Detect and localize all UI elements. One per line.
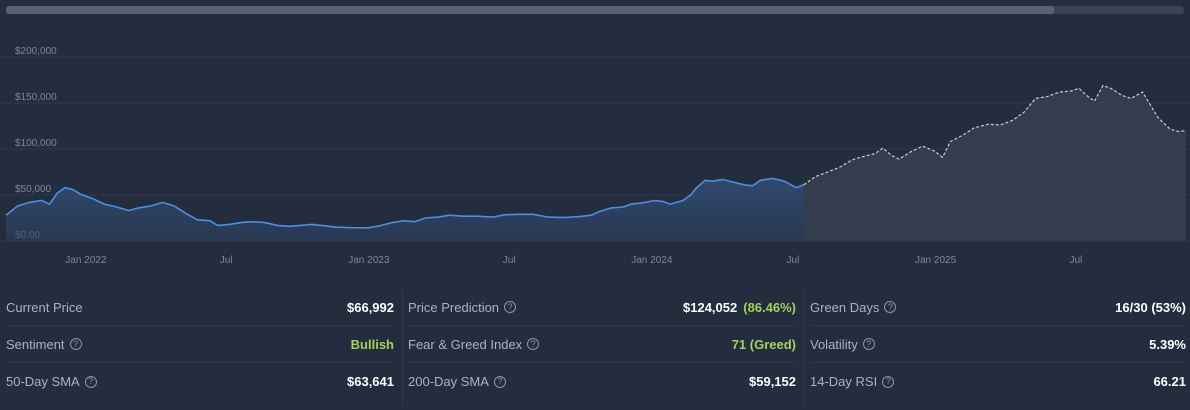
help-icon[interactable]: ? [527, 338, 540, 350]
stat-label-text: Price Prediction [408, 299, 500, 315]
stat-green-days: Green Days? 16/30 (53%) [810, 289, 1186, 326]
stat-volatility: Volatility? 5.39% [810, 326, 1186, 363]
stat-label-text: Sentiment [6, 336, 65, 352]
column-divider [804, 289, 805, 406]
stat-label: 50-Day SMA? [6, 374, 97, 389]
historical-price-line [5, 177, 805, 229]
stat-label-text: Current Price [6, 299, 83, 315]
help-icon[interactable]: ? [882, 375, 895, 388]
chart-range-scrollbar-thumb[interactable] [6, 6, 1054, 14]
chart-range-scrollbar[interactable] [6, 6, 1184, 14]
help-icon[interactable]: ? [69, 338, 82, 350]
stat-label: 14-Day RSI? [810, 374, 895, 389]
column-divider [402, 289, 403, 406]
stat-value: $66,992 [347, 299, 394, 315]
stat-fear-greed-index: Fear & Greed Index? 71 (Greed) [408, 326, 796, 363]
prediction-price-line [803, 84, 1187, 186]
stat-label-text: 200-Day SMA [408, 374, 489, 389]
stats-column-2: Price Prediction? $124,052 (86.46%) Fear … [402, 289, 804, 406]
prediction-price-area [803, 85, 1186, 241]
x-tick-label: Jan 2023 [348, 255, 390, 266]
x-tick-label: Jan 2024 [631, 255, 673, 266]
y-tick-label: $150,000 [15, 92, 57, 103]
stat-value: $63,641 [347, 374, 394, 389]
stat-label: Green Days? [810, 299, 897, 315]
stat-value: 5.39% [1149, 336, 1186, 352]
stat-value: 66.21 [1153, 374, 1186, 389]
prediction-value: $124,052 [683, 299, 738, 315]
stats-panel: Current Price $66,992 Sentiment? Bullish… [0, 289, 1190, 406]
stat-value: $124,052 (86.46%) [683, 300, 796, 315]
stat-value: $59,152 [749, 374, 796, 389]
help-icon[interactable]: ? [493, 375, 506, 388]
stat-14-day-rsi: 14-Day RSI? 66.21 [810, 363, 1186, 400]
stat-label-text: 14-Day RSI [810, 374, 878, 389]
stat-label: 200-Day SMA? [408, 374, 506, 389]
help-icon[interactable]: ? [84, 375, 97, 388]
stat-label-text: Fear & Greed Index [408, 336, 523, 352]
stats-column-3: Green Days? 16/30 (53%) Volatility? 5.39… [804, 289, 1190, 406]
stat-200-day-sma: 200-Day SMA? $59,152 [408, 363, 796, 400]
stat-value: 71 (Greed) [731, 336, 796, 352]
x-tick-label: Jan 2025 [915, 255, 957, 266]
stat-label: Current Price [6, 300, 83, 315]
x-tick-label: Jul [503, 255, 516, 266]
x-tick-label: Jan 2022 [65, 255, 107, 266]
stat-label: Fear & Greed Index? [408, 336, 540, 352]
stat-value: 16/30 (53%) [1115, 299, 1186, 315]
y-tick-label: $100,000 [15, 138, 57, 149]
price-chart: $0.00$50,000$100,000$150,000$200,000Jan … [0, 46, 1190, 266]
stat-sentiment: Sentiment? Bullish [6, 326, 394, 363]
stat-price-prediction: Price Prediction? $124,052 (86.46%) [408, 289, 796, 326]
help-icon[interactable]: ? [504, 301, 517, 313]
stats-column-1: Current Price $66,992 Sentiment? Bullish… [0, 289, 402, 406]
x-tick-label: Jul [1070, 255, 1083, 266]
stat-label: Volatility? [810, 337, 875, 352]
stat-value: Bullish [350, 336, 394, 352]
y-tick-label: $50,000 [15, 184, 52, 195]
stat-label-text: Green Days [810, 299, 880, 315]
x-tick-label: Jul [787, 255, 800, 266]
x-tick-label: Jul [220, 255, 233, 266]
stat-label-text: 50-Day SMA [6, 374, 80, 389]
stat-50-day-sma: 50-Day SMA? $63,641 [6, 363, 394, 400]
stat-label: Sentiment? [6, 337, 82, 352]
help-icon[interactable]: ? [884, 301, 897, 313]
prediction-change-percent: (86.46%) [743, 299, 796, 315]
stat-current-price: Current Price $66,992 [6, 289, 394, 326]
historical-price-area [6, 178, 804, 241]
help-icon[interactable]: ? [862, 338, 875, 350]
y-tick-label: $200,000 [15, 46, 57, 57]
stat-label: Price Prediction? [408, 299, 517, 315]
stat-label-text: Volatility [810, 336, 858, 352]
